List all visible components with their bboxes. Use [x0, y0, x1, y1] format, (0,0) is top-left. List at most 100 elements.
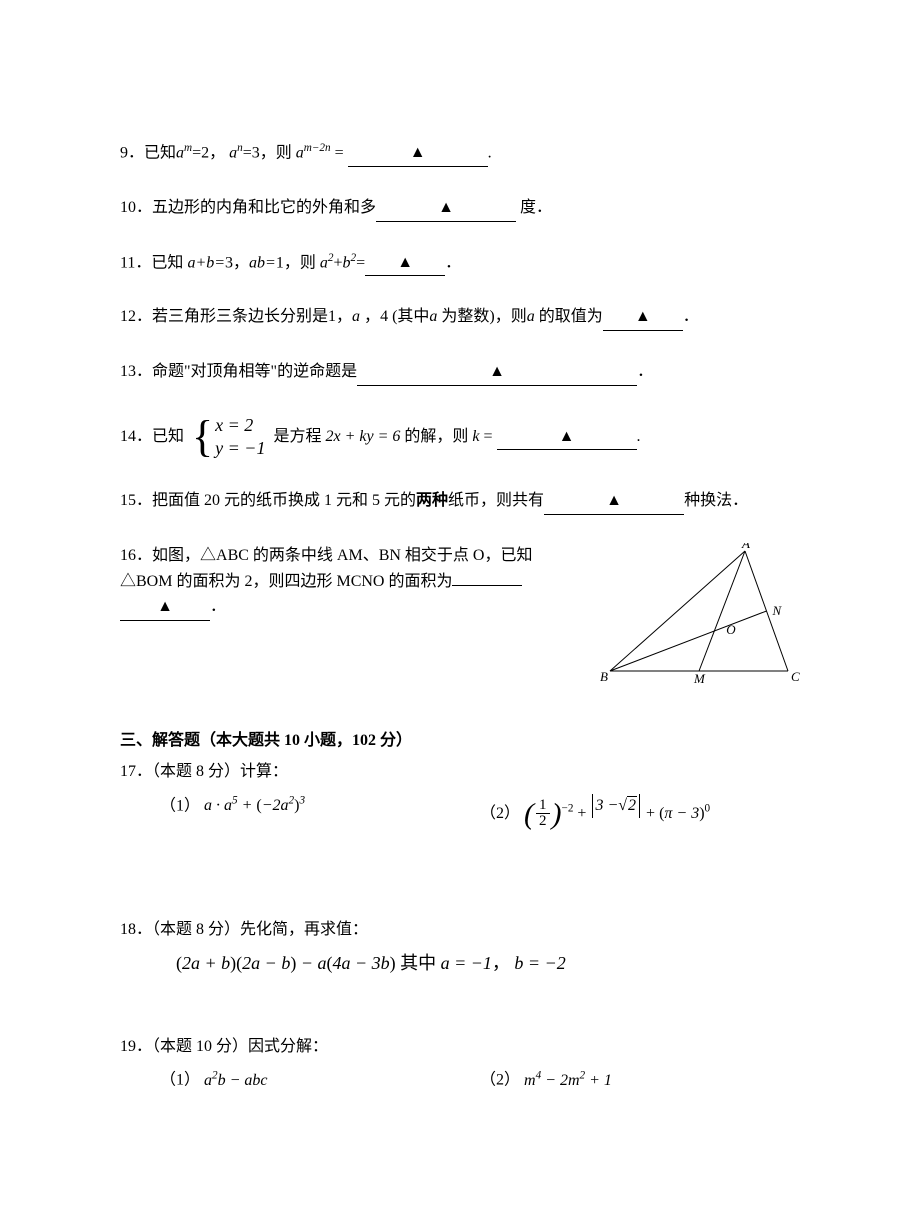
q-text: 五边形的内角和比它的外角和多	[152, 199, 376, 216]
q-num: 18．	[120, 921, 152, 938]
math-sup: m	[184, 142, 192, 154]
math-expr: a · a5 + (−2a2)3	[204, 797, 305, 814]
part-2: （2） (12)−2 + 3 − √2 + (π − 3)0	[480, 793, 800, 830]
q-num: 14．	[120, 428, 152, 445]
blank-marker: ▲	[438, 199, 454, 216]
q-num: 12．	[120, 308, 152, 325]
math-expr: 2x + ky = 6	[325, 428, 400, 445]
question-11: 11．已知 a+b=3，ab=1，则 a2+b2=▲．	[120, 250, 800, 277]
part-label: （1）	[160, 797, 200, 814]
system-row: y = −1	[215, 437, 265, 460]
q-title: （本题 10 分）因式分解：	[152, 1038, 328, 1055]
question-19: 19．（本题 10 分）因式分解： （1） a2b − abc （2） m4 −…	[120, 1034, 800, 1094]
svg-text:B: B	[600, 669, 608, 683]
equation-system: { x = 2 y = −1	[192, 414, 265, 461]
q-end: ．	[637, 363, 653, 380]
left-brace-icon: {	[192, 415, 213, 459]
q-text: 的解，则	[404, 428, 468, 445]
math-eq: =	[331, 144, 348, 161]
math-expr: m4 − 2m2 + 1	[524, 1072, 612, 1089]
question-13: 13．命题"对顶角相等"的逆命题是 ▲ ．	[120, 359, 800, 386]
question-9: 9．已知am=2， an=3，则 am−2n = ▲.	[120, 140, 800, 167]
bold-text: 两种	[416, 492, 448, 509]
svg-text:A: A	[741, 543, 750, 551]
question-12: 12．若三角形三条边长分别是1，a ，4 (其中a 为整数)，则a 的取值为▲．	[120, 304, 800, 331]
q-end: ．	[445, 254, 461, 271]
sub-parts: （1） a · a5 + (−2a2)3 （2） (12)−2 + 3 − √2…	[120, 793, 800, 830]
math-eq: =2，	[192, 144, 225, 161]
blank-marker: ▲	[410, 144, 426, 161]
part-label: （2）	[480, 1072, 520, 1089]
math-eq: =	[480, 428, 497, 445]
blank-marker: ▲	[489, 363, 505, 380]
q-num: 16．	[120, 547, 152, 564]
math-var: a	[429, 308, 437, 325]
answer-blank: ▲	[376, 195, 516, 222]
math-var: a	[527, 308, 535, 325]
q-num: 15．	[120, 492, 152, 509]
math-var: a	[352, 308, 360, 325]
math-var: a	[296, 144, 304, 161]
q-text: 是方程	[273, 428, 321, 445]
part-label: （1）	[160, 1072, 200, 1089]
answer-blank	[452, 585, 522, 586]
math-eq: =	[356, 254, 365, 271]
answer-blank: ▲	[544, 488, 684, 515]
q-num: 13．	[120, 363, 152, 380]
math-expr: (12)−2 + 3 − √2 + (π − 3)0	[524, 805, 710, 822]
math-val: 4	[380, 308, 388, 325]
math-val: 1，则	[276, 254, 320, 271]
math-expr: a2b − abc	[204, 1072, 268, 1089]
q-title: （本题 8 分）先化简，再求值：	[152, 921, 368, 938]
part-1: （1） a · a5 + (−2a2)3	[160, 793, 480, 830]
math-sup: m−2n	[304, 142, 331, 154]
math-var: a	[176, 144, 184, 161]
question-15: 15．把面值 20 元的纸币换成 1 元和 5 元的两种纸币，则共有▲种换法．	[120, 488, 800, 515]
q-num: 11．	[120, 254, 151, 271]
comma: ，	[360, 308, 380, 325]
q-text: 为整数)，则	[441, 308, 526, 325]
q-unit: 种换法．	[684, 492, 748, 509]
svg-text:M: M	[693, 671, 706, 683]
section-3-title: 三、解答题（本大题共 10 小题，102 分）	[120, 728, 800, 754]
q-num: 19．	[120, 1038, 152, 1055]
math-expr: (2a + b)(2a − b) − a(4a − 3b)	[176, 953, 396, 973]
math-val: 1	[328, 308, 336, 325]
system-row: x = 2	[215, 414, 265, 437]
sub-parts: （1） a2b − abc （2） m4 − 2m2 + 1	[120, 1067, 800, 1093]
math-expr: a = −1	[441, 953, 492, 973]
blank-marker: ▲	[559, 428, 575, 445]
q-num: 10．	[120, 199, 152, 216]
question-17: 17．（本题 8 分）计算： （1） a · a5 + (−2a2)3 （2） …	[120, 759, 800, 829]
question-14: 14．已知 { x = 2 y = −1 是方程 2x + ky = 6 的解，…	[120, 414, 800, 461]
q-text: 的取值为	[539, 308, 603, 325]
math-var: k	[472, 428, 479, 445]
svg-text:O: O	[726, 622, 736, 637]
question-16: ABCMNO 16．如图，△ABC 的两条中线 AM、BN 相交于点 O，已知△…	[120, 543, 800, 692]
part-label: （2）	[480, 805, 520, 822]
answer-blank: ▲	[348, 140, 488, 167]
comma: ，	[336, 308, 352, 325]
math-eq: =3，则	[243, 144, 292, 161]
answer-blank: ▲	[357, 359, 637, 386]
q-text: 命题"对顶角相等"的逆命题是	[152, 363, 357, 380]
answer-blank: ▲	[365, 250, 445, 277]
q-text: 已知	[152, 428, 184, 445]
svg-text:C: C	[791, 669, 800, 683]
math-expr: b = −2	[514, 953, 565, 973]
q-num: 17．	[120, 763, 152, 780]
q-end: ．	[683, 308, 699, 325]
q-unit: 度．	[516, 199, 552, 216]
math-val: 3，	[225, 254, 249, 271]
q-text: (其中	[392, 308, 429, 325]
triangle-svg: ABCMNO	[600, 543, 800, 683]
answer-blank: ▲	[603, 304, 683, 331]
q-text: 已知	[151, 254, 187, 271]
triangle-figure: ABCMNO	[600, 543, 800, 692]
expression: (2a + b)(2a − b) − a(4a − 3b) 其中 a = −1，…	[120, 949, 800, 978]
math-expr: ab=	[249, 254, 276, 271]
q-end: .	[488, 144, 492, 161]
answer-blank: ▲	[120, 594, 210, 621]
q-text: 把面值 20 元的纸币换成 1 元和 5 元的	[152, 492, 416, 509]
q-text: 纸币，则共有	[448, 492, 544, 509]
